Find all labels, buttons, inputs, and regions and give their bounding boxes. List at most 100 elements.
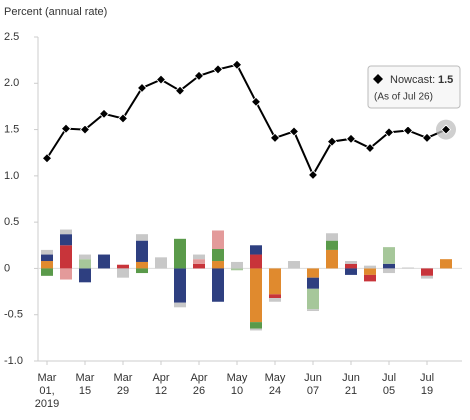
tooltip-label: Nowcast:: [390, 74, 435, 86]
bar-segment: [250, 268, 262, 323]
bar-segment: [345, 261, 357, 264]
bar-segment: [364, 268, 376, 275]
bar-segment: [307, 288, 319, 310]
nowcast-marker: [41, 153, 53, 164]
x-tick-label: Jun 07: [304, 372, 322, 397]
bar-segment: [174, 268, 186, 303]
nowcast-marker: [60, 123, 72, 134]
bar-segment: [41, 249, 53, 255]
nowcast-marker: [326, 136, 338, 147]
bar-segment: [250, 245, 262, 255]
nowcast-marker: [193, 70, 205, 81]
nowcast-marker: [174, 85, 186, 96]
nowcast-marker: [402, 125, 414, 136]
bar-segment: [193, 254, 205, 260]
y-tick-label: 2.5: [4, 31, 19, 43]
bar-segment: [345, 263, 357, 269]
bar-segment: [117, 264, 129, 269]
bar-segment: [383, 263, 395, 269]
bar-segment: [364, 265, 376, 269]
tooltip-icon: [373, 74, 383, 84]
bar-segment: [193, 263, 205, 269]
y-tick-label: 2.0: [4, 77, 19, 89]
nowcast-line: [46, 63, 447, 178]
x-tick-label: Mar 15: [76, 372, 95, 397]
y-axis-label: Percent (annual rate): [4, 6, 107, 18]
bar-segment: [364, 274, 376, 282]
bar-segment: [136, 240, 148, 262]
bar-segment: [440, 259, 452, 269]
bar-segment: [98, 254, 110, 269]
bar-segment: [250, 328, 262, 331]
tooltip-note: (As of Jul 26): [374, 92, 433, 103]
bar-segment: [136, 261, 148, 269]
nowcast-marker: [345, 133, 357, 144]
bar-segment: [41, 261, 53, 269]
x-tick-label: Mar 29: [114, 372, 133, 397]
x-tick-label: Jul 19: [420, 372, 434, 397]
bar-segment: [421, 275, 433, 279]
nowcast-marker: [250, 96, 262, 107]
bar-segment: [250, 322, 262, 329]
bar-segment: [307, 277, 319, 289]
x-tick-label: Apr 12: [152, 372, 169, 397]
nowcast-marker: [136, 82, 148, 93]
y-tick-label: -0.5: [4, 309, 23, 321]
bar-segment: [174, 302, 186, 308]
nowcast-marker: [440, 124, 452, 135]
y-tick-label: 1.0: [4, 170, 19, 182]
bar-segment: [269, 298, 281, 302]
bar-segment: [60, 234, 72, 246]
bar-segment: [193, 259, 205, 264]
y-tick-label: 0.5: [4, 216, 19, 228]
x-tick-label: Jul 05: [382, 372, 396, 397]
y-tick-label: 0: [4, 262, 10, 274]
bar-segment: [383, 268, 395, 274]
nowcast-marker: [364, 143, 376, 154]
x-tick-label: Mar 01, 2019: [35, 372, 59, 410]
bar-segment: [136, 234, 148, 241]
nowcast-marker: [421, 132, 433, 143]
nowcast-marker: [98, 108, 110, 119]
bar-segment: [326, 249, 338, 269]
nowcast-marker: [212, 64, 224, 75]
bar-segment: [155, 257, 167, 269]
bar-segment: [326, 240, 338, 250]
bar-segment: [41, 254, 53, 262]
nowcast-marker: [117, 113, 129, 124]
bar-segment: [212, 268, 224, 302]
bar-segment: [250, 254, 262, 269]
bar-segment: [212, 261, 224, 269]
bar-segment: [402, 267, 414, 269]
bar-segment: [79, 254, 91, 260]
y-tick-label: -1.0: [4, 355, 23, 367]
tooltip-box: [367, 65, 461, 109]
y-tick-label: 1.5: [4, 123, 19, 135]
bar-segment: [212, 230, 224, 249]
bar-segment: [117, 268, 129, 278]
bar-segment: [212, 248, 224, 262]
bar-segment: [269, 294, 281, 299]
nowcast-marker: [269, 132, 281, 143]
bar-segment: [136, 268, 148, 274]
bar-segment: [307, 309, 319, 312]
bar-segment: [60, 229, 72, 235]
bar-segment: [345, 268, 357, 275]
tooltip-value: 1.5: [438, 74, 453, 86]
nowcast-marker: [307, 169, 319, 180]
x-tick-label: Jun 21: [342, 372, 360, 397]
bar-segment: [41, 268, 53, 276]
bar-segment: [231, 268, 243, 271]
x-tick-label: May 10: [227, 372, 248, 397]
bar-segment: [326, 233, 338, 241]
bar-segment: [60, 245, 72, 269]
bar-segment: [231, 261, 243, 269]
x-tick-label: Apr 26: [190, 372, 207, 397]
bar-segment: [383, 247, 395, 264]
nowcast-marker: [231, 59, 243, 70]
bar-segment: [79, 268, 91, 283]
bar-segment: [307, 268, 319, 278]
bar-segment: [60, 268, 72, 280]
nowcast-marker: [383, 127, 395, 138]
